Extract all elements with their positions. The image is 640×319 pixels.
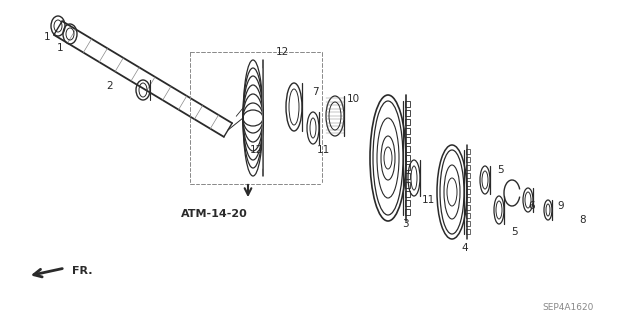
Bar (466, 213, 470, 218)
Text: 12: 12 (250, 145, 262, 155)
Text: 11: 11 (421, 195, 435, 205)
Bar (405, 209, 410, 215)
Text: ATM-14-20: ATM-14-20 (180, 209, 248, 219)
Text: SEP4A1620: SEP4A1620 (542, 303, 594, 313)
Bar (466, 189, 470, 194)
Bar (466, 229, 470, 234)
Text: 7: 7 (312, 87, 318, 97)
Text: 8: 8 (580, 215, 586, 225)
Bar (405, 137, 410, 143)
Bar (405, 164, 410, 170)
Bar (405, 182, 410, 188)
Text: 4: 4 (461, 243, 468, 253)
Bar (405, 128, 410, 134)
Bar (466, 197, 470, 202)
Text: 9: 9 (557, 201, 564, 211)
Bar (405, 191, 410, 197)
Text: 5: 5 (512, 227, 518, 237)
Text: 1: 1 (57, 43, 63, 53)
Bar (405, 119, 410, 125)
Bar (466, 157, 470, 162)
Bar (405, 146, 410, 152)
Text: 3: 3 (402, 219, 408, 229)
Text: 1: 1 (44, 32, 51, 42)
Bar (466, 205, 470, 210)
Bar (466, 173, 470, 178)
Text: 10: 10 (346, 94, 360, 104)
Bar (405, 101, 410, 107)
Text: 11: 11 (316, 145, 330, 155)
Bar (405, 173, 410, 179)
Bar (405, 200, 410, 206)
Bar (405, 110, 410, 116)
Text: 12: 12 (275, 47, 289, 57)
Bar (466, 181, 470, 186)
Text: FR.: FR. (72, 266, 93, 276)
Text: 6: 6 (529, 201, 535, 211)
Text: 5: 5 (497, 165, 503, 175)
Text: 2: 2 (107, 81, 113, 91)
Bar (466, 149, 470, 154)
Bar (405, 155, 410, 161)
Bar (466, 221, 470, 226)
Bar (466, 165, 470, 170)
